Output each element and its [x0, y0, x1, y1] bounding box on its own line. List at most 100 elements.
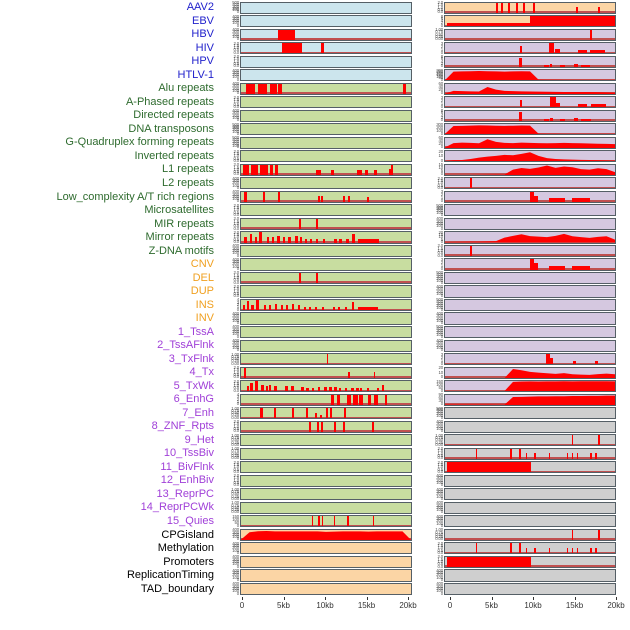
left-y-axis: 500 400 300 200 100 0 — [232, 134, 239, 150]
data-bar — [258, 83, 267, 94]
track-row: Mirror repeats 2.0 1.5 1.0 0.5 0.0 20 15 10 5 0 — [0, 230, 630, 245]
baseline — [445, 119, 615, 121]
track-label: HTLV-1 — [177, 68, 214, 81]
right-track-panel — [444, 258, 616, 271]
baseline — [241, 173, 411, 175]
data-bar — [546, 354, 550, 365]
panel-gap — [412, 42, 422, 56]
data-bar — [566, 547, 569, 554]
data-bar — [280, 304, 284, 311]
data-bar — [269, 385, 272, 392]
left-track-panel — [240, 217, 412, 230]
x-tick-label: 20kb — [399, 600, 417, 610]
left-y-axis: 400 300 200 100 0 — [232, 256, 239, 271]
x-tick-mark — [616, 596, 617, 600]
data-bar — [533, 2, 536, 13]
data-bar — [300, 386, 304, 392]
data-bar — [318, 516, 321, 527]
baseline — [445, 38, 615, 40]
data-bar — [343, 196, 346, 202]
track-label: INV — [195, 312, 214, 325]
track-label: 9_Het — [184, 433, 214, 446]
data-bar — [388, 168, 393, 175]
panel-gap — [412, 109, 422, 123]
left-track-panel — [240, 582, 412, 596]
panel-gap — [412, 569, 422, 583]
data-bar — [337, 306, 341, 311]
data-bar — [338, 238, 342, 243]
data-bar — [550, 118, 554, 121]
data-bar — [278, 83, 282, 94]
data-bar — [291, 385, 294, 392]
data-bar — [287, 236, 291, 243]
data-bar — [446, 556, 531, 567]
data-bar — [298, 272, 301, 284]
track-label: L1 repeats — [162, 163, 214, 176]
area-series — [445, 138, 615, 148]
data-bar — [518, 448, 521, 459]
right-y-axis: 2.0 1.5 1.0 0.5 0.0 — [437, 175, 443, 190]
left-y-axis: 2.0 1.5 1.0 0.5 0.0 — [233, 459, 239, 474]
right-track-panel — [444, 271, 616, 285]
track-label: DEL — [192, 271, 214, 284]
data-bar — [315, 218, 318, 229]
track-label: TAD_boundary — [140, 582, 214, 595]
data-bar — [548, 453, 551, 459]
track-row: Alu repeats 400 300 200 100 0 60 40 20 0 — [0, 81, 630, 96]
data-bar — [246, 83, 255, 94]
data-bar — [249, 233, 252, 243]
right-y-axis: 400 300 200 100 0 — [436, 337, 443, 352]
track-label: 4_Tx — [189, 366, 214, 379]
area-series — [445, 71, 615, 81]
data-bar — [595, 360, 598, 365]
right-track-panel — [444, 420, 616, 433]
left-y-axis: 2.0 1.5 1.0 0.5 0.0 — [233, 40, 239, 55]
panel-gap — [412, 136, 422, 150]
left-track-panel — [240, 515, 412, 528]
data-bar — [469, 245, 472, 257]
panel-gap — [412, 447, 422, 461]
x-tick-label: 20kb — [607, 600, 625, 610]
data-bar — [574, 63, 578, 67]
data-bar — [343, 421, 346, 432]
panel-gap — [412, 501, 422, 515]
left-track-panel — [240, 420, 412, 433]
data-bar — [550, 357, 553, 365]
data-bar — [559, 118, 565, 121]
track-label: 6_EnhG — [173, 393, 214, 406]
data-bar — [347, 516, 349, 527]
right-y-axis: 2.0 1.5 1.0 0.5 0.0 — [437, 540, 443, 555]
data-bar — [309, 306, 312, 311]
data-bar — [330, 408, 332, 419]
data-bar — [244, 367, 247, 378]
left-track-panel — [240, 353, 412, 366]
track-label: Inverted repeats — [134, 149, 215, 162]
track-row: DUP 2.0 1.5 1.0 0.5 0.0 400 300 200 100 0 — [0, 283, 630, 299]
data-bar — [534, 195, 538, 202]
right-y-axis: 500 400 300 200 100 0 — [436, 270, 443, 285]
baseline — [241, 240, 411, 243]
data-bar — [475, 448, 478, 459]
track-row: 11_BivFlnk 2.0 1.5 1.0 0.5 0.0 2.0 1.5 1.0 0.5 0.0 — [0, 459, 630, 475]
data-bar — [256, 299, 259, 311]
data-bar — [595, 547, 598, 554]
data-bar — [365, 170, 369, 175]
panel-gap — [412, 339, 422, 353]
left-y-axis: 2.0 1.5 1.0 0.5 0.0 — [233, 283, 239, 298]
right-y-axis: 1.00 0.75 0.50 0.25 0.00 — [435, 527, 443, 542]
panel-gap — [412, 474, 422, 488]
right-track-panel — [444, 542, 616, 555]
track-row: A-Phased repeats 2.0 1.5 1.0 0.5 0.0 3 2 1 0 — [0, 94, 630, 110]
panel-gap — [412, 434, 422, 448]
data-bar — [534, 547, 536, 554]
data-bar — [566, 453, 569, 459]
right-y-axis: 150 100 50 0 — [436, 378, 443, 393]
right-y-axis: 400 300 200 100 0 — [436, 486, 443, 501]
track-row: Microsatellites 2.0 1.5 1.0 0.5 0.0 500 400 300 2… — [0, 203, 630, 218]
left-y-axis: 1.00 0.75 0.50 0.25 0.00 — [231, 432, 239, 447]
x-tick-label: 10kb — [316, 600, 334, 610]
track-row: 3_TxFlnk 1.00 0.75 0.50 0.25 0.00 3 2 1 0 — [0, 351, 630, 367]
data-bar — [314, 413, 318, 419]
data-bar — [373, 371, 376, 378]
area-series — [445, 395, 615, 405]
